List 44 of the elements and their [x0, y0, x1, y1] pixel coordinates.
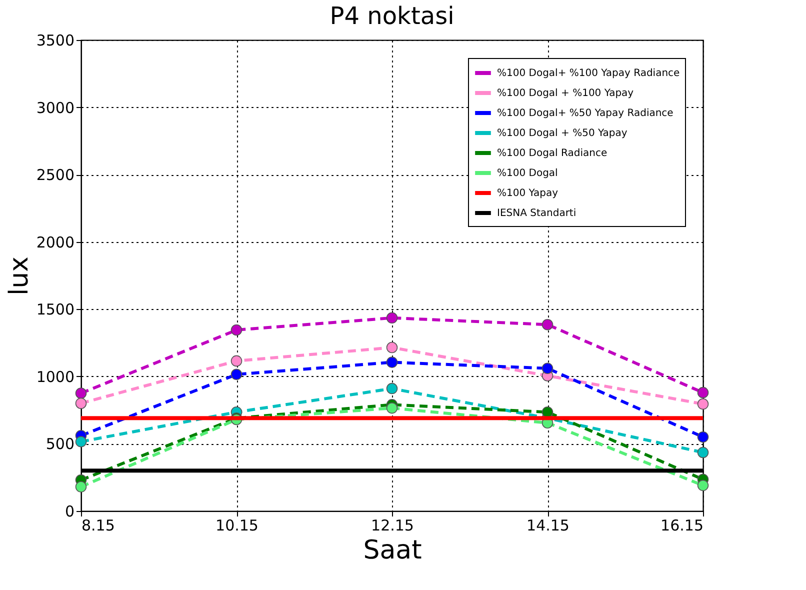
- y-axis-title: lux: [4, 256, 34, 296]
- x-axis-title: Saat: [363, 536, 422, 566]
- point: [697, 431, 709, 443]
- legend-label: %100 Dogal+ %100 Yapay Radiance: [497, 68, 680, 79]
- legend-label: IESNA Standarti: [497, 208, 576, 219]
- y-tick-label: 0: [64, 502, 74, 520]
- legend-label: %100 Dogal + %50 Yapay: [497, 128, 628, 139]
- legend-label: %100 Dogal + %100 Yapay: [497, 88, 634, 99]
- y-tick-label: 2500: [36, 166, 74, 184]
- y-tick-label: 2000: [36, 233, 74, 252]
- legend-label: %100 Dogal Radiance: [497, 148, 608, 159]
- point: [230, 368, 242, 380]
- point: [542, 362, 554, 374]
- chart-title: P4 noktasi: [330, 2, 454, 30]
- point: [386, 382, 398, 394]
- point: [230, 355, 242, 367]
- y-tick-label: 1000: [36, 368, 74, 386]
- point: [542, 406, 554, 418]
- point: [386, 312, 398, 324]
- y-tick-label: 500: [46, 435, 74, 454]
- y-tick-label: 3000: [36, 98, 74, 117]
- legend-label: %100 Dogal+ %50 Yapay Radiance: [497, 108, 674, 119]
- x-tick-label: 12.15: [371, 516, 414, 534]
- y-tick-label: 3500: [36, 32, 74, 50]
- point: [75, 436, 87, 448]
- point: [386, 402, 398, 414]
- x-tick-label: 14.15: [526, 516, 570, 534]
- point: [75, 398, 87, 409]
- x-tick-label: 16.15: [660, 516, 704, 534]
- point: [75, 388, 87, 399]
- point: [542, 318, 554, 330]
- point: [75, 481, 87, 492]
- point: [697, 446, 709, 458]
- x-tick-label: 8.15: [82, 516, 115, 534]
- point: [697, 480, 709, 492]
- legend-label: %100 Dogal: [497, 168, 558, 179]
- point: [386, 356, 398, 368]
- legend-label: %100 Yapay: [497, 188, 558, 199]
- point: [230, 324, 242, 336]
- x-tick-label: 10.15: [216, 516, 258, 534]
- point: [697, 398, 709, 410]
- y-tick-label: 1500: [36, 300, 74, 319]
- point: [386, 342, 398, 354]
- point: [697, 386, 709, 398]
